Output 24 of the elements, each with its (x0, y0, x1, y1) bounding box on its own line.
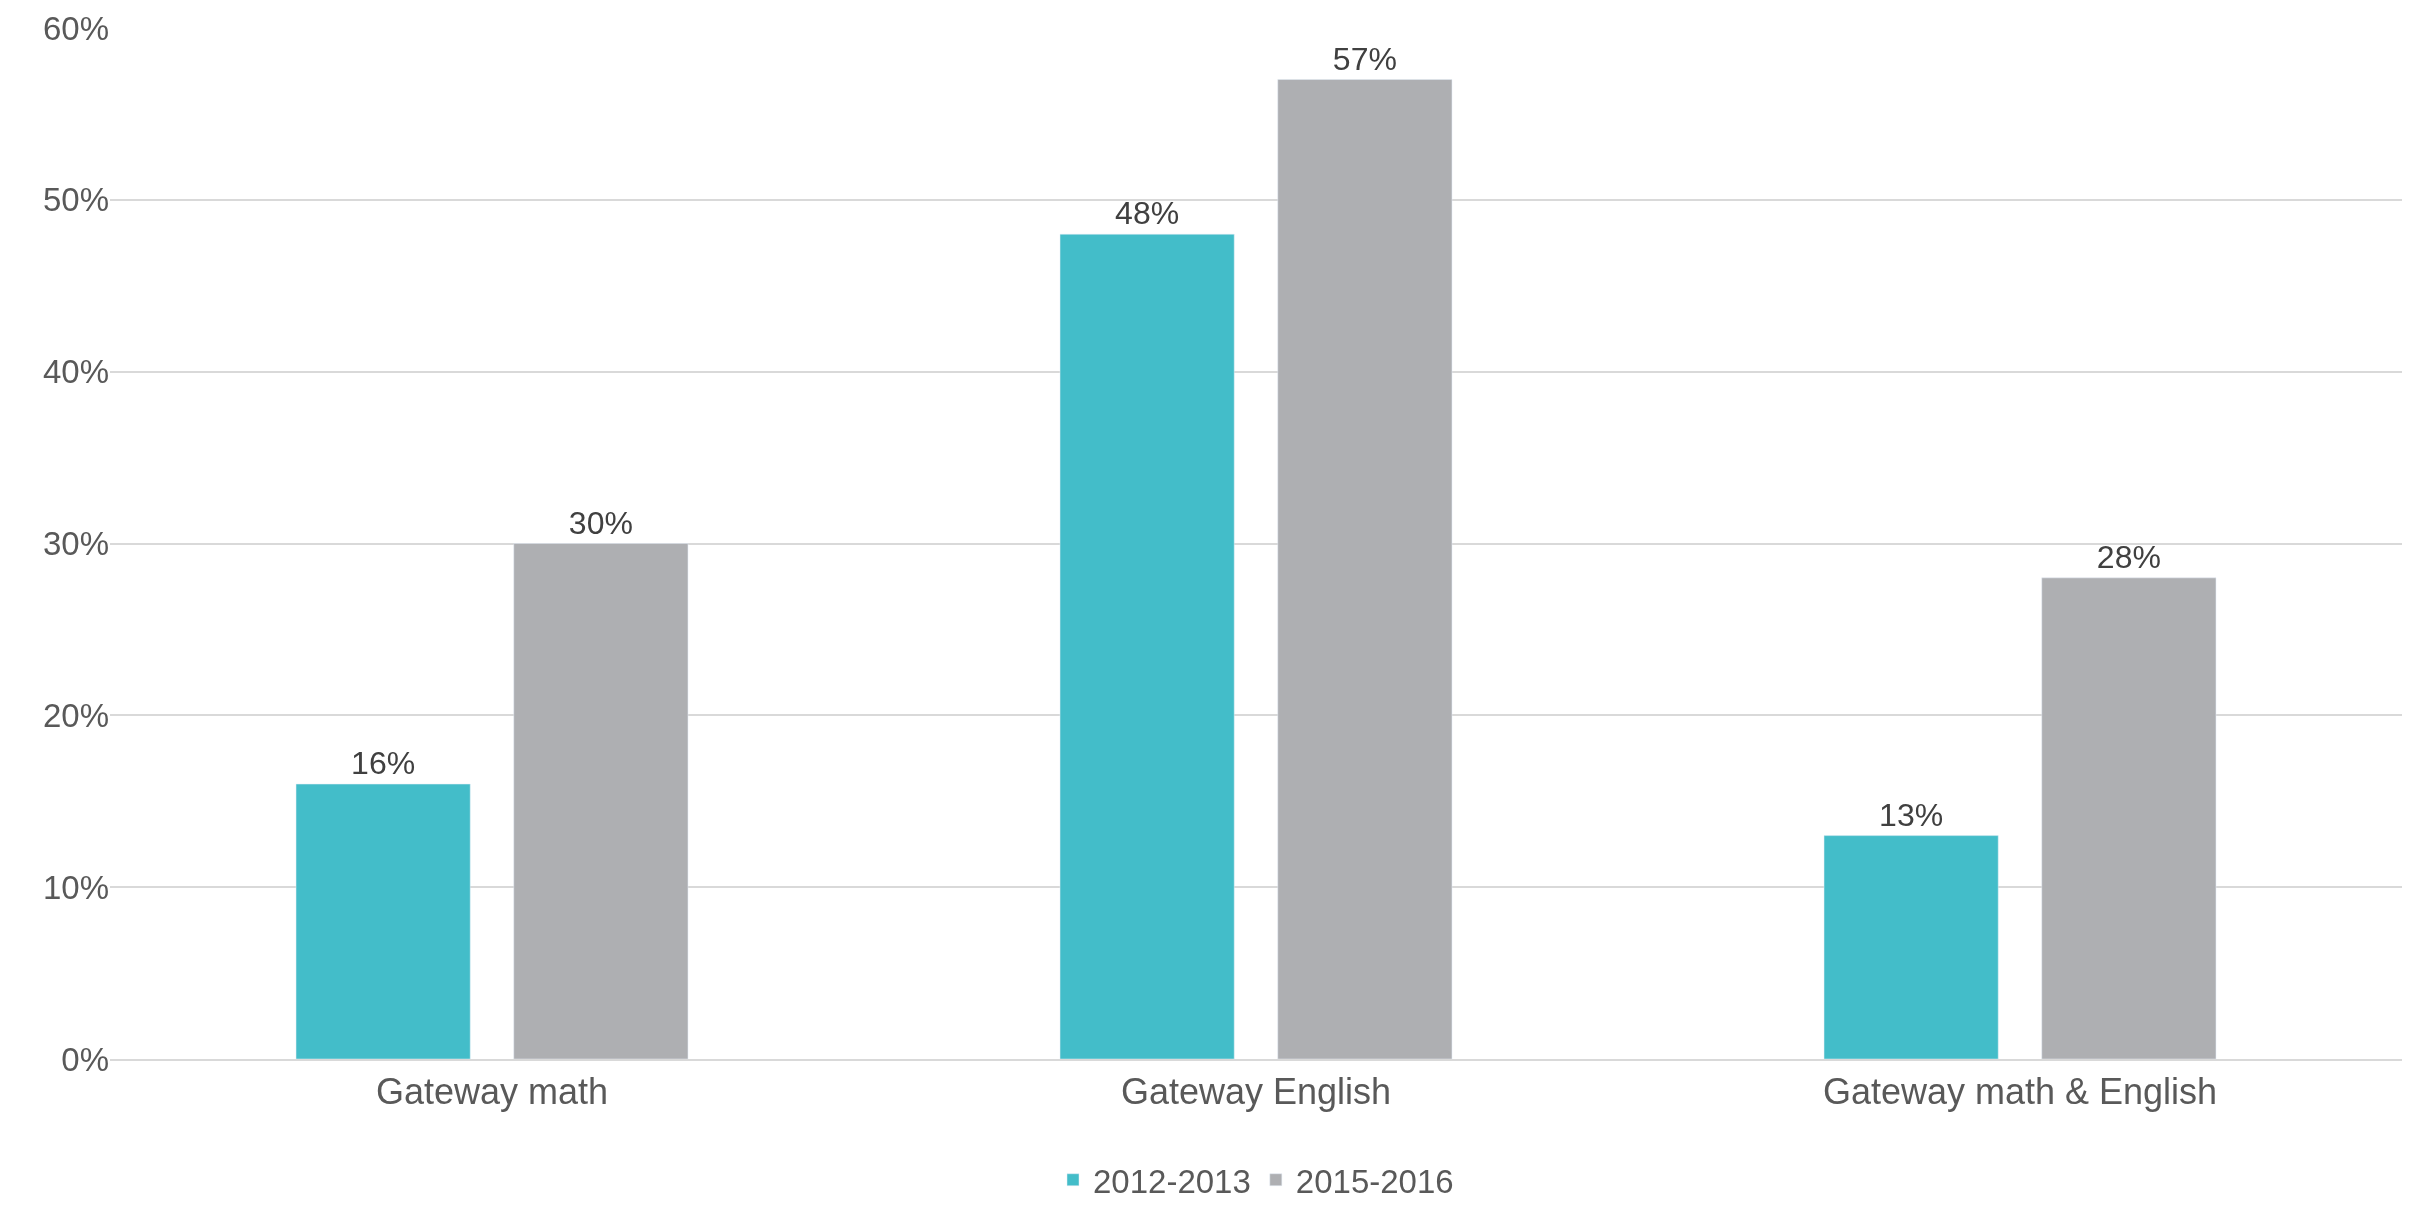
data-label: 30% (568, 504, 633, 541)
data-label: 16% (351, 745, 416, 782)
y-tick-label: 50% (42, 181, 109, 219)
y-tick-label: 40% (42, 353, 109, 391)
x-tick-label: Gateway math & English (1822, 1071, 2218, 1113)
data-label: 48% (1115, 195, 1180, 232)
data-label: 28% (2096, 538, 2161, 575)
data-label: 57% (1332, 40, 1397, 77)
bar (2041, 577, 2217, 1059)
bar (513, 543, 689, 1059)
bar (295, 783, 471, 1059)
x-tick-label: Gateway English (1120, 1071, 1392, 1113)
y-tick-label: 60% (42, 9, 109, 47)
y-tick-label: 30% (42, 525, 109, 563)
y-tick-label: 10% (42, 868, 109, 906)
legend-label: 2012-2013 (1093, 1162, 1251, 1200)
legend-label: 2015-2016 (1295, 1162, 1454, 1200)
data-label: 13% (1879, 796, 1944, 833)
y-tick-label: 0% (61, 1040, 109, 1078)
x-tick-label: Gateway math (375, 1071, 609, 1113)
bar (1059, 233, 1235, 1059)
bar (1277, 79, 1453, 1059)
bar (1823, 835, 1999, 1059)
y-tick-label: 20% (42, 696, 109, 734)
